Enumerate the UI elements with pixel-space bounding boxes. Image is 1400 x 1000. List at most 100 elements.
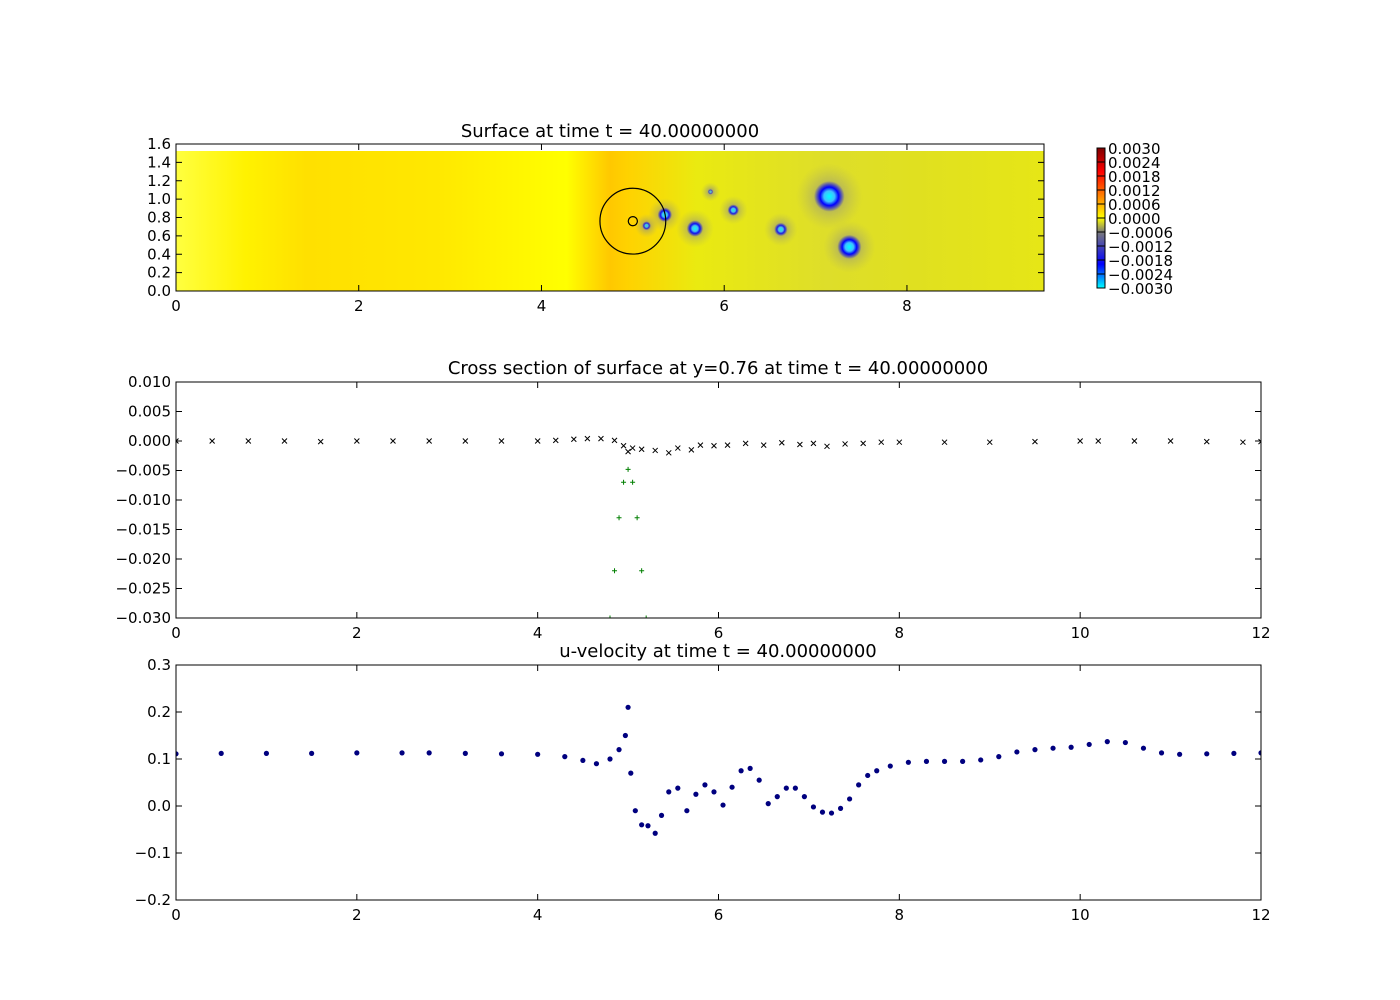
x-tick-label: 8 [895,906,905,924]
u-velocity-point [684,808,690,814]
cross-section-point [810,440,817,447]
colorbar-tick-label: 0.0030 [1108,140,1161,158]
cross-section-point [209,438,216,444]
bottom-profile-point [612,568,618,574]
cross-section-point [842,441,848,447]
cross-section-marks [176,435,1261,618]
u-velocity-point [562,754,568,760]
u-velocity-point [580,757,586,764]
u-velocity-point [1104,739,1110,745]
u-velocity-point [801,794,807,800]
u-velocity-point [738,768,744,774]
vortex-core [707,188,714,195]
vortex-core [813,181,845,212]
u-velocity-point [941,758,948,764]
x-tick-label: 10 [1071,624,1090,642]
cross-section-point [860,440,867,447]
heatmap-y-ticks: 0.00.20.40.60.81.01.21.41.6 [147,135,1044,300]
bottom-profile-point [621,479,627,485]
cross-section-point [986,439,993,446]
y-tick-label: −0.020 [115,550,171,568]
u-velocity-point [756,777,762,783]
y-tick-label: 0.005 [128,403,171,421]
heatmap-top-band [176,144,1044,151]
colorbar-tick-label: −0.0012 [1108,238,1173,256]
cross-section-point [652,447,659,454]
u-velocity-point [462,750,468,756]
u-velocity-point [810,804,817,810]
u-velocity-point [783,785,789,791]
u-velocity-point [874,768,880,774]
bottom-profile-point [625,466,631,472]
u-velocity-point [996,754,1002,760]
cross-section-point [620,442,627,449]
colorbar-tick-label: 0.0018 [1108,168,1161,186]
u-velocity-point [1177,751,1183,757]
cross-section-point [1032,438,1038,445]
u-velocity-point [847,796,853,802]
heatmap-title: Surface at time t = 40.00000000 [461,121,759,142]
u-velocity-point [856,782,862,788]
colorbar-tick-label: 0.0024 [1108,154,1161,172]
u-velocity-point [765,801,771,807]
bottom-profile-point [639,568,645,574]
cross-section-point [629,445,636,451]
cross-section-point [611,437,618,444]
cross-section-panel: Cross section of surface at y=0.76 at ti… [115,358,1270,642]
y-tick-label: 0.3 [147,656,171,674]
u-velocity-x-ticks: 0 2 4 6 8 10 12 [171,665,1271,924]
u-velocity-point [819,809,826,815]
cross-section-point [353,438,360,444]
y-tick-label: 0.2 [147,703,171,721]
y-tick-label: −0.025 [115,580,171,598]
colorbar-tick-label: −0.0024 [1108,266,1173,284]
vortex-core [686,220,704,237]
y-tick-label: 0.6 [147,227,171,245]
u-velocity-point [645,823,651,829]
x-tick-label: 2 [354,297,364,315]
cross-section-point [426,438,433,444]
cylinder-circle [599,187,667,255]
x-tick-label: 12 [1251,624,1270,642]
u-velocity-point [774,794,780,800]
cross-section-y-ticks: 0.010 0.005 0.000 −0.005 −0.010 −0.015 −0.020 −… [115,373,1261,627]
y-tick-label: 1.0 [147,190,171,208]
u-velocity-point [309,750,315,756]
cross-section-point [896,439,903,446]
u-velocity-point [1086,741,1092,748]
vortex-core [642,221,651,231]
y-tick-label: 0.0 [147,282,171,300]
y-tick-label: 0.000 [128,432,171,450]
u-velocity-point [593,761,600,767]
u-velocity-panel: u-velocity at time t = 40.00000000 0 2 4 6 8… [135,641,1271,924]
cross-section-point [797,441,803,448]
x-tick-label: 8 [895,624,905,642]
u-velocity-point [1231,750,1237,756]
u-velocity-point [639,822,645,828]
u-velocity-point [720,802,726,808]
u-velocity-point [1158,750,1165,756]
u-velocity-point [978,757,984,763]
cross-section-x-ticks: 0 2 4 6 8 10 12 [171,382,1271,642]
cross-section-point [941,439,948,446]
u-velocity-marks [176,704,1261,836]
colorbar-ticks: 0.00300.00240.00180.00120.00060.0000−0.0… [1097,140,1173,298]
cross-section-title: Cross section of surface at y=0.76 at ti… [448,358,988,379]
cross-section-point [462,438,469,444]
y-tick-label: 0.8 [147,209,171,227]
u-velocity-point [1122,739,1128,746]
x-tick-label: 6 [714,906,724,924]
colorbar-tick-label: −0.0030 [1108,280,1173,298]
u-velocity-point [498,751,505,757]
y-tick-label: 0.2 [147,264,171,282]
u-velocity-point [675,785,681,791]
cross-section-point [778,439,785,446]
cross-section-point [534,438,541,444]
u-velocity-point [1032,747,1038,753]
cross-section-point [1258,438,1261,445]
u-velocity-point [1068,744,1074,750]
u-velocity-point [887,763,893,769]
y-tick-label: −0.030 [115,609,171,627]
u-velocity-point [923,758,930,764]
